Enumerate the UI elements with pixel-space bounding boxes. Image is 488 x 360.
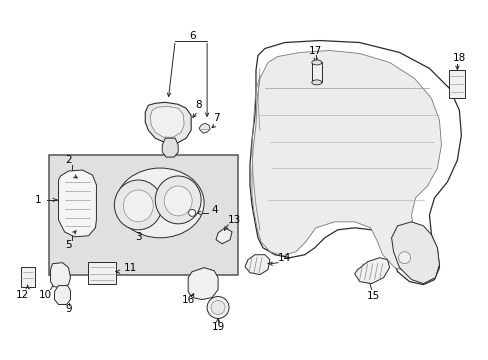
Ellipse shape [116,168,203,238]
Text: 15: 15 [366,291,380,301]
Text: 10: 10 [39,289,52,300]
Polygon shape [391,222,439,284]
Ellipse shape [188,210,195,216]
Polygon shape [162,138,178,157]
Bar [48,155,238,275]
Polygon shape [145,102,191,143]
Ellipse shape [311,60,321,65]
Polygon shape [199,123,210,133]
Bar [448,71,465,98]
Polygon shape [244,255,269,275]
Text: 13: 13 [227,215,240,225]
Text: 8: 8 [194,100,201,110]
Text: 1: 1 [35,195,42,205]
Ellipse shape [164,186,192,216]
Text: 5: 5 [65,240,72,250]
Polygon shape [216,228,232,244]
Polygon shape [354,258,389,284]
Ellipse shape [398,252,410,264]
Polygon shape [59,170,96,237]
Polygon shape [50,263,70,288]
Polygon shape [249,41,461,285]
Ellipse shape [123,190,153,222]
Text: 6: 6 [188,31,195,41]
Text: 14: 14 [278,253,291,263]
Text: 19: 19 [211,323,224,332]
Text: 11: 11 [123,263,137,273]
Ellipse shape [311,80,321,85]
Text: 3: 3 [135,232,142,242]
Polygon shape [150,106,184,137]
Ellipse shape [155,176,201,224]
Text: 12: 12 [16,289,29,300]
Ellipse shape [211,301,224,315]
Polygon shape [55,285,70,305]
Bar [88,262,116,284]
Text: 16: 16 [181,294,194,305]
Text: 2: 2 [65,155,72,165]
Bar [311,62,321,82]
Bar [20,267,35,287]
Text: 7: 7 [212,113,219,123]
Text: 17: 17 [308,45,322,55]
Text: 4: 4 [211,205,218,215]
Ellipse shape [207,297,228,319]
Ellipse shape [114,180,162,230]
Polygon shape [251,50,441,272]
Text: 18: 18 [452,54,465,63]
Text: 9: 9 [65,305,72,315]
Polygon shape [188,268,218,300]
